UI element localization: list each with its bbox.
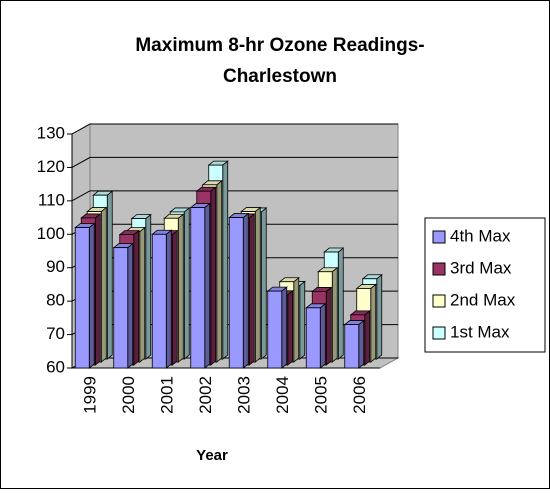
chart-subtitle: Charlestown	[223, 66, 337, 87]
bar-face	[183, 207, 190, 360]
x-tick-label: 2004	[273, 376, 292, 414]
bar-face	[100, 206, 107, 363]
y-tick-label: 80	[46, 291, 65, 310]
legend-swatch	[432, 262, 446, 276]
bar-face	[337, 247, 344, 360]
legend-label: 4th Max	[450, 226, 511, 245]
bar-face	[177, 213, 184, 363]
y-tick-label: 90	[46, 257, 65, 276]
bar-face	[113, 247, 129, 369]
legend-swatch	[432, 230, 446, 244]
legend-swatch	[432, 326, 446, 340]
bar	[343, 319, 365, 369]
bar-face	[94, 213, 101, 366]
bar-face	[171, 229, 178, 366]
bar-face	[376, 273, 383, 360]
bar-face	[248, 213, 255, 366]
bar-face	[319, 302, 326, 369]
bar	[74, 222, 96, 369]
bar	[305, 302, 327, 369]
bar-face	[293, 276, 300, 363]
bar-face	[260, 207, 267, 360]
x-tick-label: 1999	[81, 376, 100, 414]
bar-face	[222, 160, 229, 360]
y-tick-label: 100	[37, 224, 65, 243]
chart-title: Maximum 8-hr Ozone Readings-	[135, 35, 424, 56]
grid-line	[71, 190, 398, 202]
grid-line	[71, 123, 398, 135]
bar-face	[267, 290, 283, 369]
bar-face	[165, 229, 172, 369]
x-tick-label: 2003	[235, 376, 254, 414]
y-tick-label: 60	[46, 357, 65, 376]
bar-face	[358, 319, 365, 369]
legend-label: 3rd Max	[450, 258, 512, 277]
x-tick-label: 2000	[119, 376, 138, 414]
bar-face	[190, 207, 206, 369]
bar-face	[216, 179, 223, 363]
y-tick-label: 120	[37, 157, 65, 176]
bar-face	[210, 186, 217, 366]
bar	[151, 229, 173, 369]
bar-face	[74, 227, 90, 369]
bar-face	[364, 310, 371, 366]
bar-face	[88, 222, 95, 369]
y-tick-label: 70	[46, 324, 65, 343]
bar-face	[139, 226, 146, 363]
bar-face	[287, 289, 294, 366]
bar	[266, 286, 288, 369]
bar-face	[331, 266, 338, 363]
x-tick-label: 2006	[350, 376, 369, 414]
bar-face	[305, 307, 321, 369]
bar	[228, 212, 250, 369]
bar	[112, 242, 134, 369]
bar-face	[106, 190, 113, 360]
bar-face	[242, 212, 249, 369]
bar-face	[204, 202, 211, 369]
legend-label: 1st Max	[450, 322, 510, 341]
x-tick-label: 2002	[196, 376, 215, 414]
grid-line	[71, 156, 398, 168]
legend-label: 2nd Max	[450, 290, 516, 309]
y-tick-label: 130	[37, 123, 65, 142]
bar-face	[299, 280, 306, 360]
y-tick-label: 110	[38, 190, 65, 209]
x-tick-label: 2005	[312, 376, 331, 414]
bar	[189, 202, 211, 369]
bar-face	[254, 206, 261, 363]
bar-face	[325, 286, 332, 366]
bar-face	[145, 213, 152, 360]
x-tick-label: 2001	[158, 376, 177, 414]
bar-face	[133, 229, 140, 366]
bar-face	[281, 286, 288, 369]
legend-swatch	[432, 294, 446, 308]
bar-face	[127, 242, 134, 369]
bar-face	[344, 324, 360, 369]
bar-face	[370, 283, 377, 363]
bar-face	[228, 217, 244, 369]
x-axis-title: Year	[196, 447, 228, 464]
bar-face	[151, 233, 167, 369]
